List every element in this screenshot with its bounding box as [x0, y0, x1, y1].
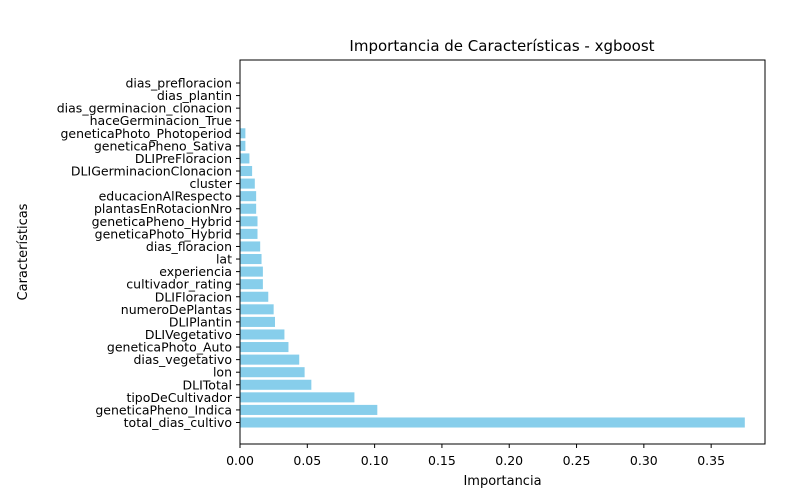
bar-DLIVegetativo — [240, 329, 285, 340]
category-label: tipoDeCultivador — [126, 390, 232, 405]
bar-dias_floracion — [240, 241, 261, 252]
category-label: DLITotal — [183, 377, 232, 392]
category-label: DLIGerminacionClonacion — [71, 164, 232, 179]
x-tick-label: 0.15 — [428, 453, 456, 468]
category-label: DLIVegetativo — [145, 327, 232, 342]
category-label: dias_germinacion_clonacion — [57, 101, 232, 116]
bar-DLITotal — [240, 379, 312, 390]
bar-geneticaPhoto_Hybrid — [240, 228, 258, 239]
category-label: geneticaPheno_Hybrid — [92, 214, 232, 229]
plot-frame — [239, 59, 766, 445]
bar-DLIGerminacionClonacion — [240, 165, 253, 177]
bar-geneticaPheno_Sativa — [240, 140, 246, 151]
category-label: dias_plantin — [157, 88, 232, 103]
category-label: cluster — [189, 176, 232, 191]
bar-lon — [240, 367, 305, 378]
chart-title: Importancia de Características - xgboost — [349, 37, 654, 55]
x-tick-label: 0.35 — [697, 453, 725, 468]
category-label: geneticaPhoto_Auto — [107, 340, 232, 355]
category-label: dias_prefloracion — [125, 76, 232, 91]
category-label: geneticaPhoto_Hybrid — [95, 226, 232, 241]
bar-total_dias_cultivo — [240, 417, 745, 428]
y-axis-label: Características — [16, 203, 31, 300]
category-label: lat — [216, 252, 232, 267]
bar-experiencia — [240, 266, 263, 277]
x-tick-label: 0.00 — [226, 453, 254, 468]
bar-DLIPlantin — [240, 316, 275, 327]
bar-lat — [240, 254, 262, 265]
bar-DLIPreFloracion — [240, 153, 250, 164]
category-label: geneticaPheno_Sativa — [94, 138, 232, 153]
bar-educacionAlRespecto — [240, 191, 257, 202]
category-label: total_dias_cultivo — [124, 415, 232, 430]
category-label: numeroDePlantas — [121, 302, 232, 317]
x-tick-label: 0.30 — [630, 453, 658, 468]
category-label: cultivador_rating — [126, 277, 232, 292]
category-labels: dias_prefloraciondias_plantindias_germin… — [57, 76, 240, 430]
category-label: DLIPlantin — [169, 314, 232, 329]
category-label: DLIPreFloracion — [135, 151, 232, 166]
category-label: lon — [213, 365, 232, 380]
x-tick-label: 0.25 — [563, 453, 591, 468]
bar-DLIFloracion — [240, 291, 269, 302]
category-label: geneticaPheno_Indica — [95, 402, 232, 417]
category-label: plantasEnRotacionNro — [94, 201, 232, 216]
category-label: haceGerminacion_True — [90, 113, 233, 128]
bar-tipoDeCultivador — [240, 392, 355, 403]
x-axis-ticks: 0.00 0.05 0.10 0.15 0.20 0.25 0.30 0.35 — [226, 444, 725, 468]
x-tick-label: 0.05 — [293, 453, 321, 468]
x-tick-label: 0.10 — [361, 453, 389, 468]
x-tick-label: 0.20 — [495, 453, 523, 468]
category-label: geneticaPhoto_Photoperiod — [60, 126, 232, 141]
bars-layer — [240, 128, 745, 428]
category-label: experiencia — [159, 264, 232, 279]
category-label: DLIFloracion — [155, 289, 232, 304]
bar-geneticaPheno_Indica — [240, 404, 378, 415]
bar-cultivador_rating — [240, 279, 263, 290]
category-label: dias_vegetativo — [133, 352, 232, 367]
bar-plantasEnRotacionNro — [240, 203, 257, 214]
category-label: dias_floracion — [146, 239, 232, 254]
x-axis-label: Importancia — [463, 474, 541, 489]
bar-dias_vegetativo — [240, 354, 300, 365]
bar-numeroDePlantas — [240, 304, 274, 315]
bar-geneticaPhoto_Auto — [240, 342, 289, 353]
bar-cluster — [240, 178, 255, 189]
bar-geneticaPhoto_Photoperiod — [240, 128, 246, 139]
category-label: educacionAlRespecto — [99, 189, 232, 204]
bar-geneticaPheno_Hybrid — [240, 216, 258, 227]
